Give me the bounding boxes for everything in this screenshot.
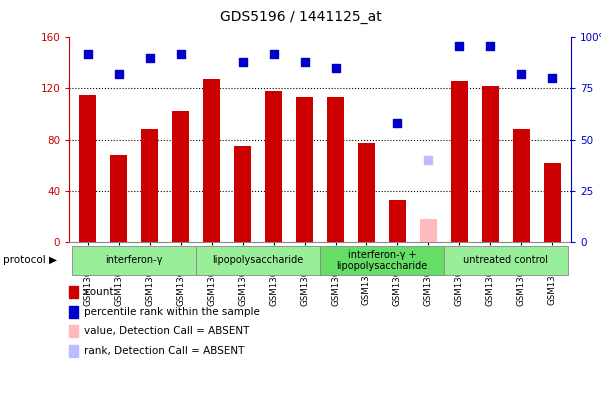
- Bar: [327, 97, 344, 242]
- Text: count: count: [84, 287, 114, 297]
- Bar: [110, 155, 127, 242]
- Point: [238, 59, 248, 65]
- Bar: [389, 200, 406, 242]
- Point: [331, 65, 340, 71]
- Point: [517, 71, 526, 77]
- Bar: [296, 97, 313, 242]
- Bar: [265, 91, 282, 242]
- Bar: [544, 162, 561, 242]
- Point: [548, 75, 557, 81]
- Point: [83, 51, 93, 57]
- Bar: [358, 143, 375, 242]
- Bar: [420, 219, 437, 242]
- Point: [145, 55, 154, 61]
- Point: [424, 157, 433, 163]
- Point: [454, 42, 464, 49]
- Text: interferon-γ +
lipopolysaccharide: interferon-γ + lipopolysaccharide: [337, 250, 428, 271]
- Text: value, Detection Call = ABSENT: value, Detection Call = ABSENT: [84, 326, 249, 336]
- Text: rank, Detection Call = ABSENT: rank, Detection Call = ABSENT: [84, 346, 245, 356]
- Bar: [203, 79, 220, 242]
- Text: GDS5196 / 1441125_at: GDS5196 / 1441125_at: [219, 10, 382, 24]
- Bar: [172, 111, 189, 242]
- Point: [392, 120, 402, 126]
- Bar: [513, 129, 530, 242]
- Point: [114, 71, 123, 77]
- Bar: [451, 81, 468, 242]
- FancyBboxPatch shape: [196, 246, 320, 274]
- FancyBboxPatch shape: [444, 246, 568, 274]
- Text: percentile rank within the sample: percentile rank within the sample: [84, 307, 260, 317]
- Point: [486, 42, 495, 49]
- FancyBboxPatch shape: [72, 246, 196, 274]
- Bar: [234, 146, 251, 242]
- Bar: [141, 129, 158, 242]
- Text: interferon-γ: interferon-γ: [105, 255, 163, 265]
- Text: protocol ▶: protocol ▶: [3, 255, 57, 265]
- Text: lipopolysaccharide: lipopolysaccharide: [212, 255, 304, 265]
- Bar: [79, 95, 96, 242]
- Point: [269, 51, 278, 57]
- Point: [176, 51, 186, 57]
- FancyBboxPatch shape: [320, 246, 444, 274]
- Text: untreated control: untreated control: [463, 255, 548, 265]
- Point: [300, 59, 310, 65]
- Bar: [482, 86, 499, 242]
